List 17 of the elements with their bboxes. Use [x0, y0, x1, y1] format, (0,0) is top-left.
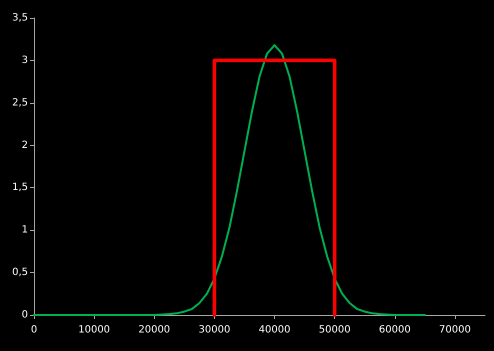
- y-tick-label: 3,5: [12, 12, 28, 24]
- y-tick-label: 3: [22, 54, 28, 66]
- y-tick-label: 2,5: [12, 97, 28, 108]
- line-series: [33, 44, 426, 316]
- x-tick-label: 30000: [198, 324, 230, 336]
- x-tick-label: 60000: [378, 324, 411, 336]
- x-tick-label: 40000: [258, 324, 290, 336]
- y-tick-label: 2: [22, 140, 28, 151]
- x-tick-label: 0: [30, 324, 38, 336]
- y-tick-label: 0,5: [12, 267, 28, 278]
- x-tick-label: 70000: [439, 324, 471, 336]
- x-tick-label: 20000: [138, 324, 170, 336]
- y-tick-label: 1: [22, 224, 28, 236]
- y-tick-label: 1,5: [12, 182, 28, 194]
- x-tick-label: 10000: [78, 324, 110, 336]
- y-tick-label: 0: [22, 310, 28, 320]
- x-tick-label: 50000: [318, 324, 351, 336]
